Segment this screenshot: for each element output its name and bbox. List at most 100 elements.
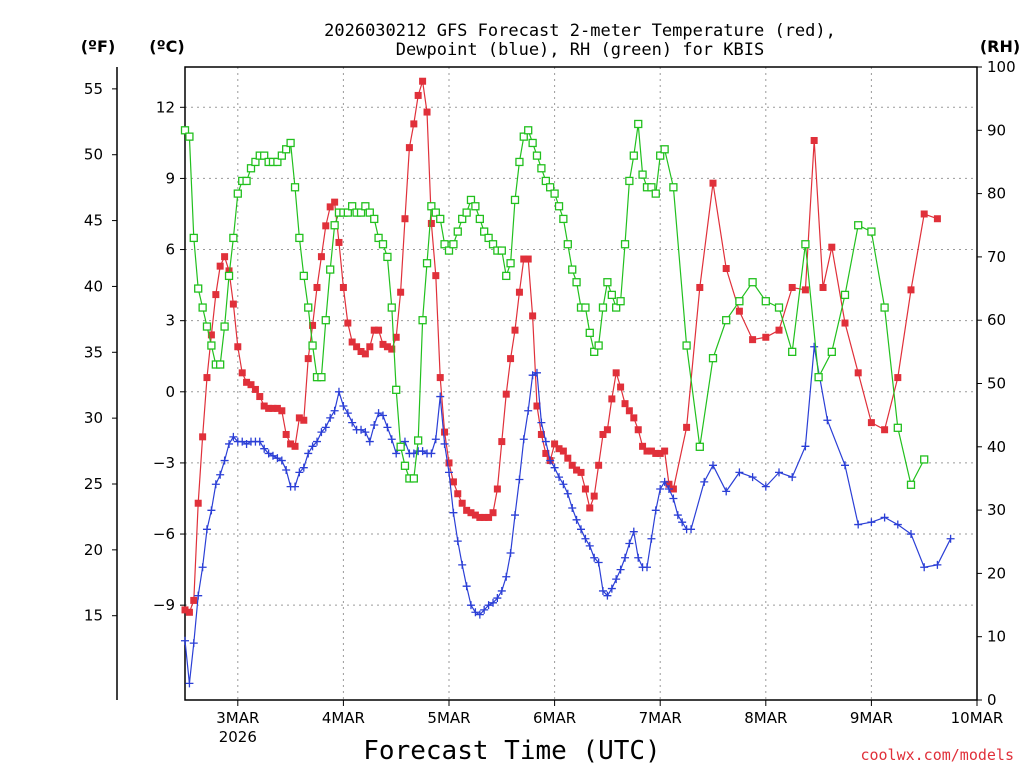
dewpoint-point (634, 553, 643, 562)
rh-point (568, 265, 577, 274)
credit-link[interactable]: coolwx.com/models (860, 746, 1014, 764)
dewpoint-point (669, 494, 678, 503)
dewpoint-point (383, 423, 392, 432)
temperature-point (801, 286, 809, 294)
temperature-point (489, 509, 497, 517)
dewpoint-point (299, 463, 308, 472)
dewpoint-point (317, 428, 326, 437)
temperature-point (520, 255, 528, 263)
temperature-point (366, 343, 374, 351)
rh-point (400, 461, 410, 470)
rh-point (466, 195, 476, 205)
dewpoint-point (348, 418, 357, 427)
temperature-point (485, 513, 493, 521)
dewpoint-point (334, 387, 343, 396)
dewpoint-point (867, 518, 876, 527)
dewpoint-point (893, 520, 902, 529)
rh-tick-label: 70 (987, 248, 1006, 266)
rh-point (326, 265, 335, 274)
rh-point (480, 227, 489, 236)
dewpoint-point (339, 402, 348, 411)
rh-point (365, 208, 374, 217)
rh-point (581, 303, 590, 312)
temperature-point (216, 262, 224, 270)
temperature-point (603, 426, 611, 434)
dewpoint-point (330, 406, 339, 415)
rh-point (348, 202, 357, 211)
temperature-point (586, 504, 594, 512)
celsius-tick-label: 9 (165, 169, 175, 187)
rh-point (629, 151, 638, 160)
rh-point (330, 221, 339, 230)
dewpoint-point (841, 461, 849, 470)
celsius-tick-label: −9 (153, 596, 175, 614)
temperature-point (199, 433, 207, 441)
fahrenheit-axis-label: (ºF) (81, 37, 116, 56)
dewpoint-point (202, 525, 211, 534)
dewpoint-point (387, 435, 396, 444)
dewpoint-point (321, 423, 330, 432)
rh-tick-label: 60 (987, 311, 1006, 329)
dewpoint-point (687, 525, 696, 534)
rh-point (299, 271, 308, 281)
temperature-point (441, 428, 449, 436)
rh-point (277, 151, 286, 160)
dewpoint-point (189, 639, 198, 648)
rh-point (550, 189, 559, 198)
celsius-axis-label: (ºC) (149, 37, 184, 56)
dewpoint-point (427, 449, 436, 458)
temperature-point (608, 395, 616, 403)
temperature-point (383, 343, 391, 351)
dewpoint-point (788, 473, 797, 482)
temperature-point (683, 423, 691, 431)
temperature-point (269, 404, 277, 412)
rh-point (304, 303, 313, 312)
temperature-point (555, 445, 563, 453)
rh-point (282, 145, 291, 154)
rh-point (537, 164, 546, 173)
x-tick-label: 8MAR (744, 709, 787, 727)
dewpoint-point (453, 537, 462, 546)
temperature-point (709, 179, 717, 187)
temperature-point (309, 321, 317, 329)
temperature-point (401, 215, 409, 223)
rh-point (453, 227, 462, 236)
rh-point (814, 373, 823, 382)
temperature-point (643, 447, 651, 455)
rh-point (638, 170, 647, 179)
series-temperature (181, 77, 941, 616)
temperature-point (405, 144, 413, 152)
temperature-point (185, 608, 193, 616)
rh-point (418, 316, 427, 325)
dewpoint-point (440, 439, 449, 448)
dewpoint-point (484, 601, 493, 610)
rh-point (444, 246, 454, 255)
dewpoint-point (238, 437, 247, 446)
temperature-point (251, 385, 259, 393)
rh-point (515, 157, 524, 167)
dewpoint-point (357, 425, 366, 434)
rh-point (519, 132, 528, 141)
dewpoint-point (229, 432, 238, 441)
dewpoint-point (466, 601, 475, 610)
temperature-point (542, 449, 550, 457)
rh-point (590, 347, 599, 357)
dewpoint-point (502, 572, 511, 581)
rh-point (202, 322, 212, 331)
temperature-point (348, 338, 356, 346)
rh-point (594, 341, 603, 350)
dewpoint-point (810, 342, 819, 351)
temperature-point (502, 390, 510, 398)
temperature-point (203, 374, 211, 382)
celsius-tick-label: 0 (165, 383, 175, 401)
dewpoint-point (577, 525, 585, 534)
rh-point (612, 303, 621, 312)
series-dewpoint (181, 342, 955, 688)
temperature-point (515, 288, 523, 296)
temperature-point (590, 492, 598, 500)
dewpoint-point (647, 534, 656, 543)
dewpoint-point (585, 541, 594, 550)
temperature-point (476, 513, 484, 521)
dewpoint-point (528, 371, 537, 380)
dewpoint-point (211, 480, 220, 489)
